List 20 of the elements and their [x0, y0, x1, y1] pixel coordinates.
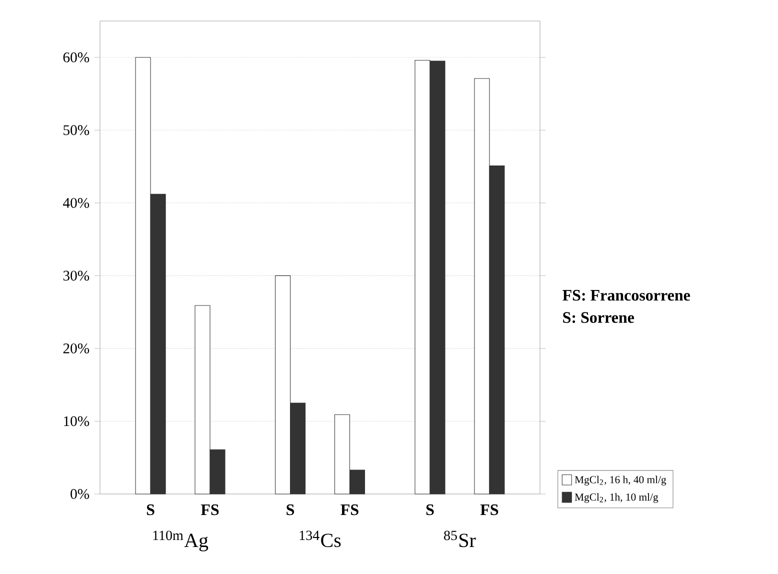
text: FS: Francosorrene: [562, 290, 690, 301]
x-tick-label: FS: [340, 504, 358, 516]
text: $^{134}$Cs: [300, 530, 341, 548]
x-tick-label: S: [146, 504, 154, 516]
text: $^{110m}$Ag: [153, 530, 208, 552]
legend-label: MgCl$_{2}$, 1h, 10 ml/g: [574, 493, 658, 503]
x-tick-label: FS: [200, 504, 219, 516]
y-tick-label: 60%: [63, 52, 90, 62]
y-tick-label: 40%: [63, 198, 90, 208]
y-tick-label: 20%: [63, 343, 90, 354]
x-tick-label: FS: [480, 504, 498, 516]
x-tick-label: S: [286, 504, 294, 516]
y-tick-label: 30%: [63, 270, 90, 281]
y-tick-label: 10%: [64, 416, 90, 426]
y-tick-label: 50%: [64, 125, 90, 136]
y-tick-label: 0%: [70, 489, 90, 499]
text: S: Sorrene: [563, 312, 634, 323]
legend-label: MgCl$_{2}$, 16 h, 40 ml/g: [574, 476, 666, 486]
text: $^{85}$Sr: [444, 530, 476, 548]
x-tick-label: S: [426, 504, 434, 516]
